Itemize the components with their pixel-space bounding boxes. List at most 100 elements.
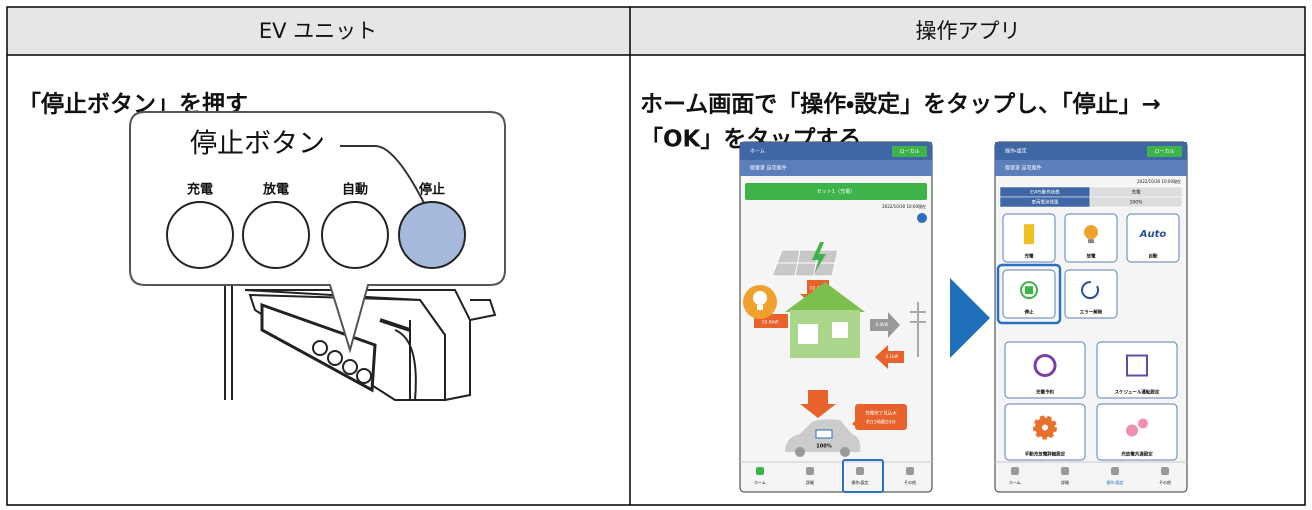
shape — [995, 160, 1187, 176]
button-label: 自動 — [342, 182, 368, 198]
tile-label: 充電 — [1024, 253, 1034, 260]
status-value: 充電 — [1132, 190, 1141, 196]
shape — [740, 160, 932, 176]
shape — [888, 312, 900, 338]
shape — [794, 249, 801, 277]
shape — [855, 404, 907, 430]
load-power: 10.0kW — [761, 320, 779, 326]
status-value: 100% — [1130, 200, 1144, 206]
icon — [1081, 281, 1100, 300]
table-border — [6, 6, 1306, 506]
button — [166, 201, 234, 269]
badge: ローカル — [1154, 149, 1174, 155]
header-row — [7, 7, 1305, 55]
battery: 100% — [816, 444, 831, 450]
shape — [892, 146, 927, 157]
tile-label: エラー解除 — [1080, 309, 1103, 316]
auto-icon: Auto — [1139, 229, 1167, 240]
shape — [917, 213, 927, 223]
icon — [1084, 225, 1098, 240]
icon — [1138, 418, 1148, 429]
shape — [379, 318, 411, 332]
badge: ローカル — [899, 149, 919, 155]
site-name: 御室家 自宅案件 — [750, 165, 787, 172]
shape — [808, 390, 828, 404]
status-key: 車両電池残量 — [1032, 199, 1059, 206]
shape — [753, 291, 767, 305]
nav-icon — [1061, 467, 1069, 475]
buttons: 充電 放電 自動 停止 — [166, 182, 466, 269]
tile-label: スケジュール運転設定 — [1115, 389, 1160, 396]
shape — [842, 459, 884, 493]
shape — [356, 368, 372, 384]
button-label: 充電 — [187, 182, 213, 198]
nav-label: 詳細 — [1061, 479, 1069, 485]
sell-power: 0.0kW — [876, 322, 889, 327]
shape — [840, 447, 850, 457]
nav-label: 操作・設定 — [851, 479, 868, 485]
shape — [812, 242, 826, 274]
nav-label: 操作・設定 — [1106, 479, 1123, 485]
callout-leader — [340, 145, 426, 206]
shape — [785, 282, 865, 312]
screen-title: 操作・設定 — [1005, 148, 1027, 155]
status-value-cell — [1089, 196, 1183, 208]
nav-icon — [806, 467, 814, 475]
shape — [875, 345, 888, 369]
shape — [910, 302, 926, 357]
shape — [832, 322, 848, 338]
icon — [1033, 354, 1057, 378]
shape — [740, 142, 932, 160]
shape — [815, 429, 833, 439]
nav-label: その他 — [1159, 479, 1171, 485]
shape — [312, 340, 328, 356]
button — [321, 201, 389, 269]
tile-label: 手動充放電詳細設定 — [1025, 451, 1066, 458]
shape — [327, 350, 343, 366]
nav-label: その他 — [904, 479, 916, 485]
shape — [342, 359, 358, 375]
charge-note: 充電完了見込み — [865, 410, 897, 417]
button-label: 放電 — [262, 182, 289, 198]
nav-label: ホーム — [1009, 480, 1021, 485]
nav-icon — [906, 467, 914, 475]
tile-label: 充放電共通設定 — [1120, 451, 1153, 458]
shape — [800, 404, 836, 418]
tile-label: 充電予約 — [1035, 389, 1054, 396]
button — [398, 201, 466, 269]
nav-icon — [856, 467, 864, 475]
icon — [1024, 224, 1034, 245]
button — [242, 201, 310, 269]
shape — [995, 142, 1187, 160]
settings-screen: 操作・設定 ローカル 御室家 自宅案件 2022/10/30 10:00現在 E… — [994, 141, 1188, 493]
icon — [1088, 239, 1094, 244]
tile-label: 停止 — [1024, 309, 1034, 316]
set-button: セット1（充電） — [817, 189, 855, 195]
icon — [1126, 354, 1148, 377]
shape — [1147, 146, 1182, 157]
nav-icon — [1011, 467, 1019, 475]
icon — [1025, 286, 1033, 295]
button-label: 停止 — [418, 182, 445, 198]
shape — [888, 351, 904, 363]
shape — [469, 299, 497, 321]
tile — [1064, 269, 1118, 319]
nav: ホーム 詳細 操作・設定 その他 — [1009, 467, 1171, 485]
step-arrow — [950, 278, 990, 358]
nav-label: 詳細 — [806, 479, 814, 485]
nav-icon — [1161, 467, 1169, 475]
shape — [394, 329, 417, 401]
site-name: 御室家 自宅案件 — [1005, 165, 1042, 172]
nav-label: ホーム — [754, 480, 766, 485]
shape — [795, 447, 805, 457]
callout-box — [129, 111, 506, 354]
screen-title: ホーム — [750, 149, 765, 155]
shape — [757, 305, 763, 310]
icon — [1042, 424, 1048, 431]
timestamp: 2022/10/30 10:00現在 — [882, 203, 926, 209]
highlight — [996, 263, 1062, 325]
